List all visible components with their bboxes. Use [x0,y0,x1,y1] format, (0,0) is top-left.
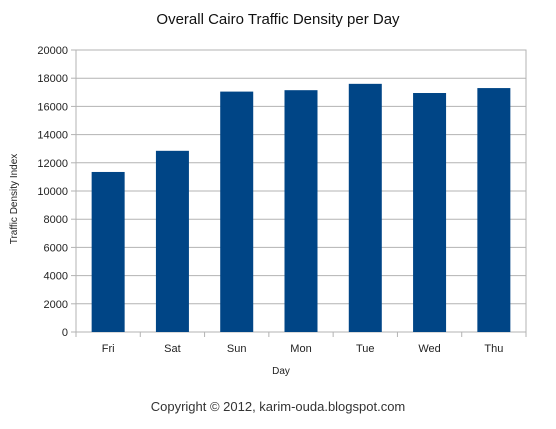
bar-wed [413,93,447,332]
bar-sun [220,91,254,332]
bar-chart: 0 2000 4000 6000 8000 10000 12000 14000 16000 180… [9,45,527,377]
y-tick-label: 0 [62,327,68,339]
y-axis-label: Traffic Density Index [9,154,20,245]
bar-thu [477,88,511,332]
bar-fri [91,171,125,332]
y-axis-ticks: 0 2000 4000 6000 8000 10000 12000 14000 16000 180… [37,45,76,339]
x-tick-label: Wed [418,343,440,355]
bars [91,83,511,332]
y-tick-label: 2000 [44,299,68,311]
bar-sat [155,150,189,332]
x-tick-label: Fri [102,343,115,355]
y-tick-label: 8000 [44,214,68,226]
x-tick-label: Mon [290,343,311,355]
copyright-text: Copyright © 2012, karim-ouda.blogspot.co… [150,399,406,414]
x-tick-label: Thu [484,343,503,355]
y-tick-label: 10000 [37,186,68,198]
y-tick-label: 16000 [37,101,68,113]
x-tick-label: Sun [227,343,247,355]
x-axis-label: Day [272,366,290,377]
x-axis-ticks: Fri Sat Sun Mon Tue Wed Thu [75,332,527,355]
y-tick-label: 20000 [37,45,68,57]
y-tick-label: 12000 [37,158,68,170]
y-tick-label: 14000 [37,130,68,142]
y-tick-label: 6000 [44,242,68,254]
x-tick-label: Sat [164,343,181,355]
bar-mon [284,90,318,332]
y-tick-label: 18000 [37,73,68,85]
y-tick-label: 4000 [44,271,68,283]
bar-tue [348,83,382,332]
x-tick-label: Tue [356,343,375,355]
chart-title: Overall Cairo Traffic Density per Day [156,11,400,28]
